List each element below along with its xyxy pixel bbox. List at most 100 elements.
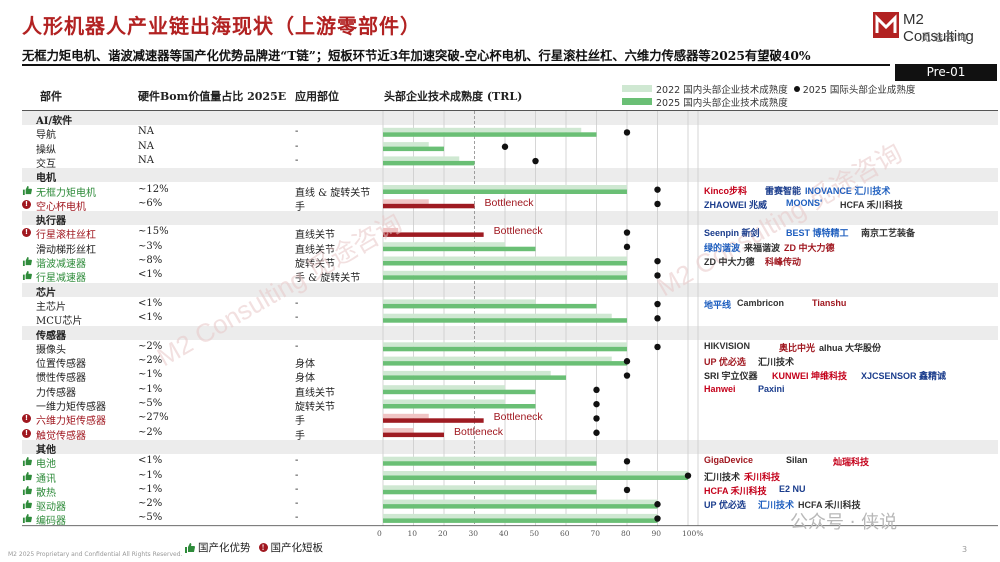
page-subtitle: 无框力矩电机、谐波减速器等国产化优势品牌进“T链”；短板环节近3年加速突破-空心… (22, 48, 811, 63)
part-name: 操纵 (36, 144, 56, 156)
company-logo: Hanwei (704, 383, 736, 394)
header-pos: 应用部位 (295, 90, 339, 103)
company-logo: KUNWEI 坤维科技 (772, 371, 847, 382)
bar-2022 (383, 428, 414, 433)
bar-2022 (383, 499, 658, 505)
part-name: 力传感器 (36, 387, 76, 399)
application-position: 旋转关节 (295, 259, 335, 270)
intl-dot (654, 343, 661, 351)
bom-share: ~2% (138, 498, 163, 510)
intl-dot (654, 272, 661, 279)
bottom-legend: 国产化优势 ! 国产化短板 (184, 540, 323, 555)
wechat-watermark: 公众号 · 侠说 (790, 512, 898, 533)
part-name: 空心杯电机 (36, 201, 86, 213)
category-row-bg (22, 439, 998, 455)
category-label: 传感器 (36, 330, 66, 342)
application-position: - (295, 455, 299, 467)
bar-2022 (383, 471, 688, 476)
company-logo: 禾川科技 (744, 471, 781, 482)
part-name: 电池 (36, 459, 56, 471)
bom-share: ~6% (138, 197, 163, 209)
legend-intl-dot (793, 85, 800, 92)
part-name: 行星减速器 (36, 273, 86, 285)
company-logo: INOVANCE 汇川技术 (805, 185, 891, 196)
category-row-bg (22, 111, 998, 126)
bom-share: NA (138, 126, 154, 138)
bom-share: ~2% (138, 355, 163, 367)
application-position: - (295, 498, 299, 510)
intl-dot (654, 300, 661, 308)
bom-share: NA (138, 154, 154, 166)
intl-dot (654, 186, 661, 193)
intl-dot (623, 358, 631, 365)
application-position: - (295, 340, 299, 352)
bar-2022 (383, 399, 505, 404)
bar-2022 (383, 456, 597, 462)
bar-2025 (383, 432, 444, 438)
company-logo: HCFA 禾川科技 (798, 500, 861, 511)
intl-dot (593, 386, 600, 394)
bar-2022 (383, 299, 536, 304)
bar-2025 (383, 246, 536, 252)
thumbs-up-icon (22, 471, 32, 481)
bom-share: ~2% (138, 426, 163, 438)
application-position: 直线关节 (295, 244, 335, 256)
bar-2025 (383, 404, 536, 409)
bar-2022 (383, 413, 429, 419)
bom-share: <1% (138, 269, 163, 281)
intl-dot (593, 400, 600, 408)
legend-2022-swatch (622, 85, 652, 92)
category-row-bg (22, 211, 998, 226)
bar-2025 (383, 203, 475, 209)
page-number: 3 (962, 545, 968, 554)
bom-share: NA (138, 140, 154, 152)
company-logo: Tianshu (812, 297, 847, 308)
part-name: 编码器 (36, 516, 66, 528)
intl-dot (593, 429, 600, 436)
bottleneck-label: Bottleneck (493, 225, 543, 238)
bar-2025 (383, 303, 597, 309)
bar-2022 (383, 127, 582, 133)
application-position: - (295, 483, 299, 495)
intl-dot (684, 472, 692, 479)
bom-share: ~2% (138, 340, 163, 352)
x-tick-label: 80 (621, 528, 631, 538)
company-logo: 地平线 (704, 299, 732, 310)
application-position: - (295, 512, 299, 524)
bar-2022 (383, 356, 612, 362)
part-name: 一维力矩传感器 (36, 402, 106, 413)
company-logo: 汇川技术 (758, 357, 795, 368)
company-logo: Cambricon (737, 297, 785, 308)
bar-2025 (383, 461, 597, 466)
legend-intl-label: 2025 国际头部企业成熟度 (802, 84, 916, 96)
company-logo: UP 优必选 (704, 500, 746, 511)
application-position: - (295, 469, 299, 481)
application-position: 直线关节 (295, 230, 335, 242)
bom-share: ~1% (138, 383, 163, 395)
part-name: 位置传感器 (36, 359, 86, 371)
m2-logo-icon (873, 12, 899, 38)
application-position: - (295, 140, 299, 152)
intl-dot (593, 415, 600, 422)
company-logo: Kinco步科 (704, 185, 748, 196)
bar-2025 (383, 504, 658, 509)
company-logo: GigaDevice (704, 455, 754, 466)
bar-2022 (383, 313, 612, 319)
company-logo: ZD 中大力德 (784, 242, 835, 253)
company-logo: 科峰传动 (765, 257, 802, 267)
title-rule (22, 64, 890, 66)
x-tick-label: 90 (651, 528, 662, 538)
bar-2025 (383, 375, 566, 380)
part-name: MCU芯片 (36, 316, 83, 328)
bar-2022 (383, 199, 429, 204)
bar-2025 (383, 232, 484, 237)
part-name: 无框力矩电机 (36, 187, 96, 199)
application-position: 直线 & 旋转关节 (295, 187, 371, 199)
application-position: 手 & 旋转关节 (295, 273, 361, 285)
page-tag: Pre-01 (895, 64, 997, 81)
application-position: 身体 (295, 359, 315, 371)
category-label: 芯片 (36, 287, 56, 299)
part-name: 惯性传感器 (36, 373, 86, 385)
application-position: - (295, 154, 299, 166)
intl-dot (623, 229, 631, 236)
